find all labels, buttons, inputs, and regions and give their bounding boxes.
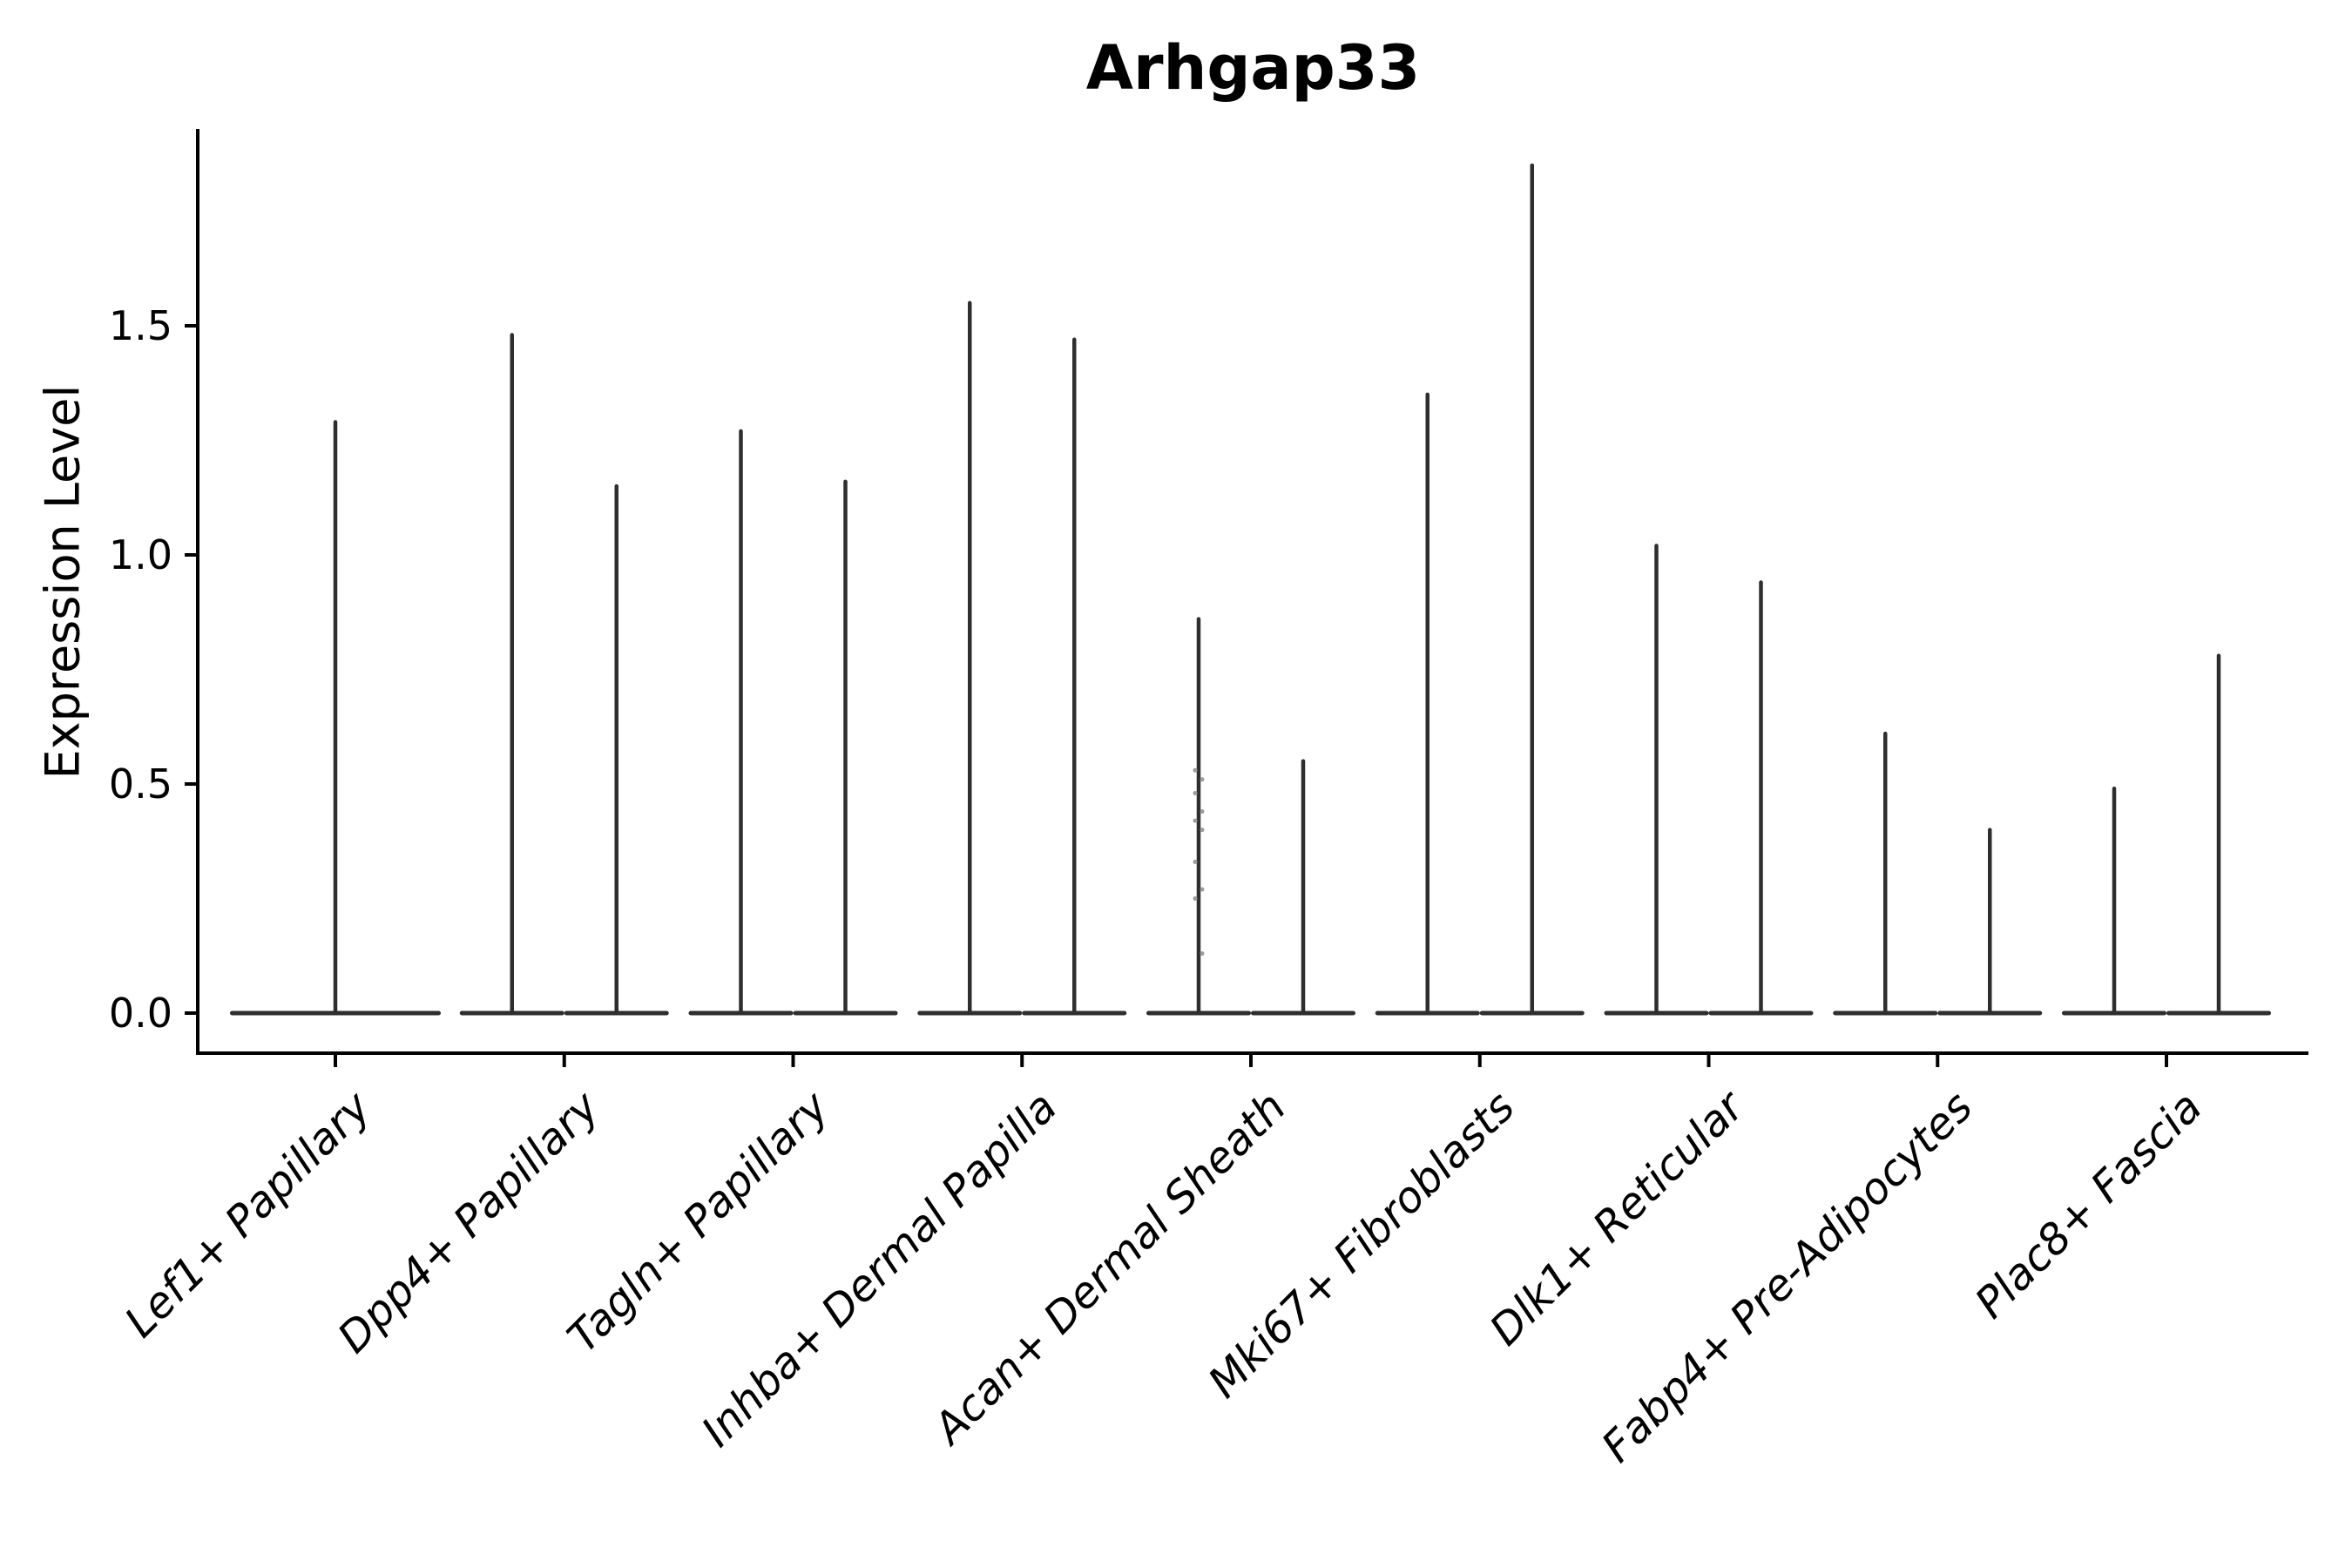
jitter-dot [1193, 859, 1198, 864]
chart-title: Arhgap33 [1085, 32, 1421, 104]
jitter-dot [1200, 887, 1205, 892]
jitter-dot [1200, 951, 1205, 956]
y-tick-label: 0.0 [108, 990, 172, 1037]
jitter-dot [1200, 828, 1205, 833]
y-tick-label: 0.5 [108, 760, 172, 808]
jitter-dot [1193, 767, 1198, 773]
y-tick-label: 1.5 [108, 302, 172, 349]
jitter-dot [1193, 818, 1198, 823]
jitter-dot [1193, 896, 1198, 901]
jitter-dot [1193, 791, 1198, 796]
y-tick-label: 1.0 [108, 531, 172, 578]
jitter-dot [1200, 777, 1205, 782]
jitter-dot [1200, 809, 1205, 814]
